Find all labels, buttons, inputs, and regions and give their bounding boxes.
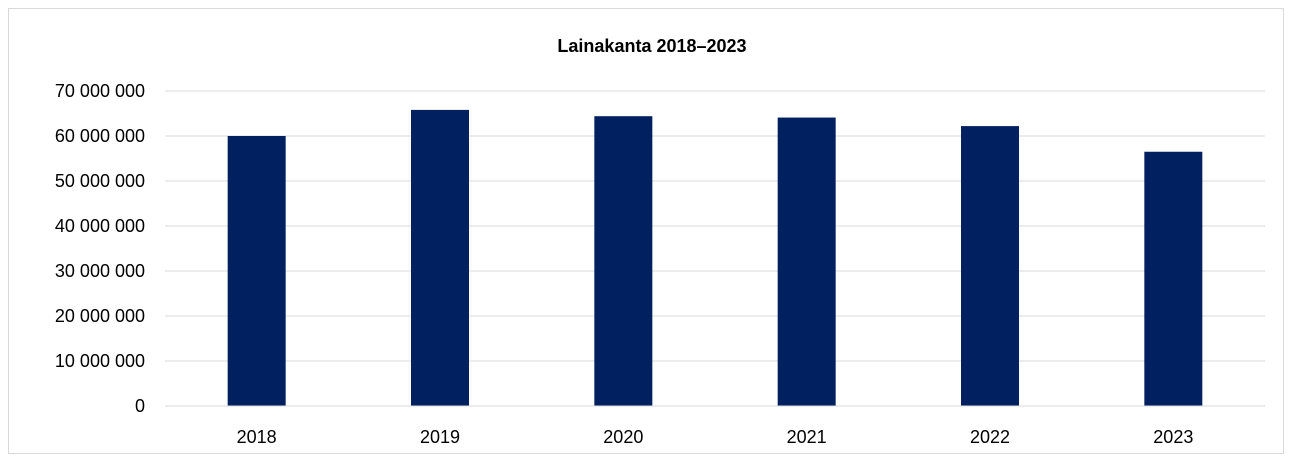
bar	[594, 116, 653, 406]
x-axis-ticks: 2018 2019 2020 2021 2022 2023	[237, 427, 1194, 447]
y-tick-label: 50 000 000	[55, 171, 145, 191]
y-tick-label: 60 000 000	[55, 126, 145, 146]
bar	[411, 109, 469, 407]
bar	[1144, 151, 1203, 406]
y-tick-label: 40 000 000	[55, 216, 145, 236]
x-tick-label: 2021	[787, 427, 827, 447]
x-tick-label: 2018	[237, 427, 277, 447]
x-tick-label: 2020	[603, 427, 643, 447]
gridlines	[165, 90, 1265, 362]
bar	[227, 136, 286, 406]
y-axis-ticks: 0 10 000 000 20 000 000 30 000 000 40 000 00…	[55, 81, 145, 416]
x-tick-label: 2019	[420, 427, 460, 447]
bar	[777, 117, 836, 407]
y-tick-label: 20 000 000	[55, 306, 145, 326]
y-tick-label: 10 000 000	[55, 351, 145, 371]
bar	[961, 126, 1019, 406]
x-tick-label: 2022	[970, 427, 1010, 447]
bars	[227, 109, 1203, 407]
chart-title: Lainakanta 2018–2023	[557, 36, 746, 56]
y-tick-label: 0	[135, 396, 145, 416]
x-tick-label: 2023	[1153, 427, 1193, 447]
y-tick-label: 70 000 000	[55, 81, 145, 101]
y-tick-label: 30 000 000	[55, 261, 145, 281]
